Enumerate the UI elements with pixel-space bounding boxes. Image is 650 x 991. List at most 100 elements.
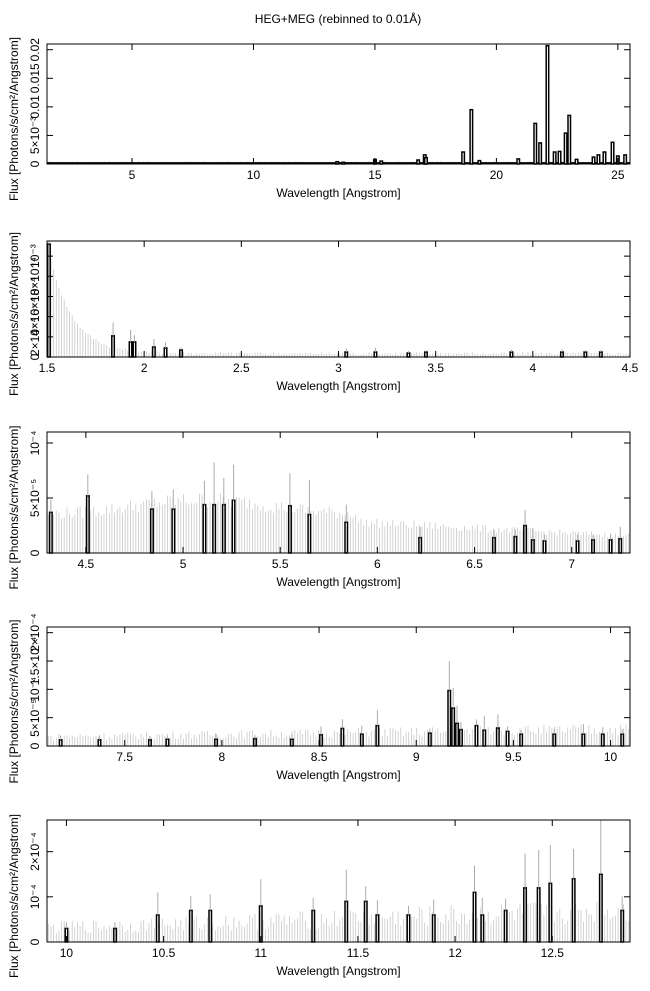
data-bar <box>340 727 345 747</box>
data-bar <box>581 733 586 747</box>
y-tick-label: 0 <box>28 549 42 556</box>
x-tick-label: 10.5 <box>152 946 176 960</box>
x-axis-label: Wavelength [Angstrom] <box>276 768 400 782</box>
data-bar <box>375 724 380 747</box>
data-bar <box>46 243 51 358</box>
plot-frame <box>46 626 631 747</box>
data-bar <box>533 122 538 165</box>
y-tick-label: 8×10⁻⁴ <box>28 257 42 296</box>
data-bar <box>113 927 118 943</box>
data-bar <box>132 341 137 358</box>
data-bar <box>447 689 452 747</box>
data-bar <box>505 730 510 747</box>
data-bar <box>548 882 553 943</box>
data-bar <box>221 503 226 554</box>
x-tick-label: 8 <box>219 750 226 764</box>
data-bar <box>552 733 557 747</box>
x-tick-label: 12.5 <box>541 946 565 960</box>
data-bar <box>480 914 485 943</box>
data-bar <box>359 733 364 747</box>
error-bar-texture <box>47 493 630 553</box>
x-axis-label: Wavelength [Angstrom] <box>276 186 400 200</box>
y-tick-label: 0 <box>28 938 42 945</box>
y-tick-label: 0 <box>28 353 42 360</box>
data-bar <box>591 539 596 554</box>
data-bar <box>149 508 154 554</box>
chart-title: HEG+MEG (rebinned to 0.01Å) <box>255 11 421 26</box>
data-bar <box>214 738 219 747</box>
y-tick-label: 0 <box>28 160 42 167</box>
data-bar <box>307 513 312 554</box>
data-bar <box>575 540 580 554</box>
data-bar <box>596 154 601 165</box>
data-bar <box>202 503 207 554</box>
data-bar <box>610 141 615 165</box>
data-bar <box>344 521 349 554</box>
data-bar <box>165 738 170 747</box>
x-tick-label: 3.5 <box>427 361 444 375</box>
data-bar <box>461 151 466 165</box>
x-tick-label: 10 <box>604 750 618 764</box>
data-bar <box>155 914 160 943</box>
data-bar <box>538 142 543 165</box>
data-bar <box>559 351 564 358</box>
data-bar <box>455 722 460 747</box>
data-bar <box>97 739 102 747</box>
x-tick-label: 25 <box>611 168 625 182</box>
y-tick-label: 5×10⁻⁵ <box>28 479 42 517</box>
data-bar <box>208 909 213 943</box>
data-bar <box>608 539 613 554</box>
data-bar <box>458 728 463 747</box>
data-bar <box>583 351 588 358</box>
data-bar <box>151 346 156 358</box>
x-tick-label: 2 <box>141 361 148 375</box>
data-bar <box>375 914 380 943</box>
data-bar <box>58 739 63 747</box>
x-tick-label: 4 <box>529 361 536 375</box>
y-tick-label: 2×10⁻⁴ <box>28 832 42 871</box>
data-bar <box>163 347 168 358</box>
x-tick-label: 3 <box>335 361 342 375</box>
x-tick-label: 7.5 <box>116 750 133 764</box>
x-tick-label: 4.5 <box>78 557 95 571</box>
data-bar <box>519 733 524 747</box>
plot-frame <box>46 819 631 943</box>
data-bar <box>620 733 625 747</box>
x-tick-label: 10 <box>247 168 261 182</box>
y-tick-label: 0.015 <box>28 63 42 93</box>
data-bar <box>495 727 500 747</box>
data-bar <box>344 900 349 943</box>
y-tick-label: 0.02 <box>28 38 42 62</box>
data-bar <box>472 891 477 943</box>
data-bar <box>171 508 176 554</box>
plot-frame <box>46 43 631 165</box>
data-bar <box>111 335 116 358</box>
x-tick-label: 11 <box>255 946 268 960</box>
y-tick-label: 0 <box>28 742 42 749</box>
data-bar <box>542 540 547 554</box>
y-tick-label: 0.01 <box>28 95 42 119</box>
y-axis-label: Flux [Photons/s/cm²/Angstrom] <box>7 37 21 201</box>
x-tick-label: 15 <box>368 168 382 182</box>
data-bar <box>482 729 487 747</box>
y-tick-label: 10⁻⁴ <box>28 677 42 702</box>
data-bar <box>491 536 496 554</box>
x-tick-label: 8.5 <box>311 750 328 764</box>
y-axis-label: Flux [Photons/s/cm²/Angstrom] <box>7 425 21 589</box>
error-bar-texture <box>47 724 630 746</box>
x-tick-label: 12 <box>448 946 462 960</box>
data-bar <box>287 504 292 554</box>
data-bar <box>503 909 508 943</box>
data-bar <box>231 499 236 554</box>
data-bar <box>474 724 479 747</box>
x-tick-label: 10 <box>60 946 74 960</box>
data-bar <box>516 158 521 165</box>
x-tick-label: 9.5 <box>505 750 522 764</box>
data-bar <box>289 738 294 747</box>
data-bar <box>563 132 568 165</box>
data-bar <box>416 159 421 165</box>
data-bar <box>513 535 518 554</box>
data-bar <box>523 524 528 554</box>
data-bar <box>536 887 541 943</box>
